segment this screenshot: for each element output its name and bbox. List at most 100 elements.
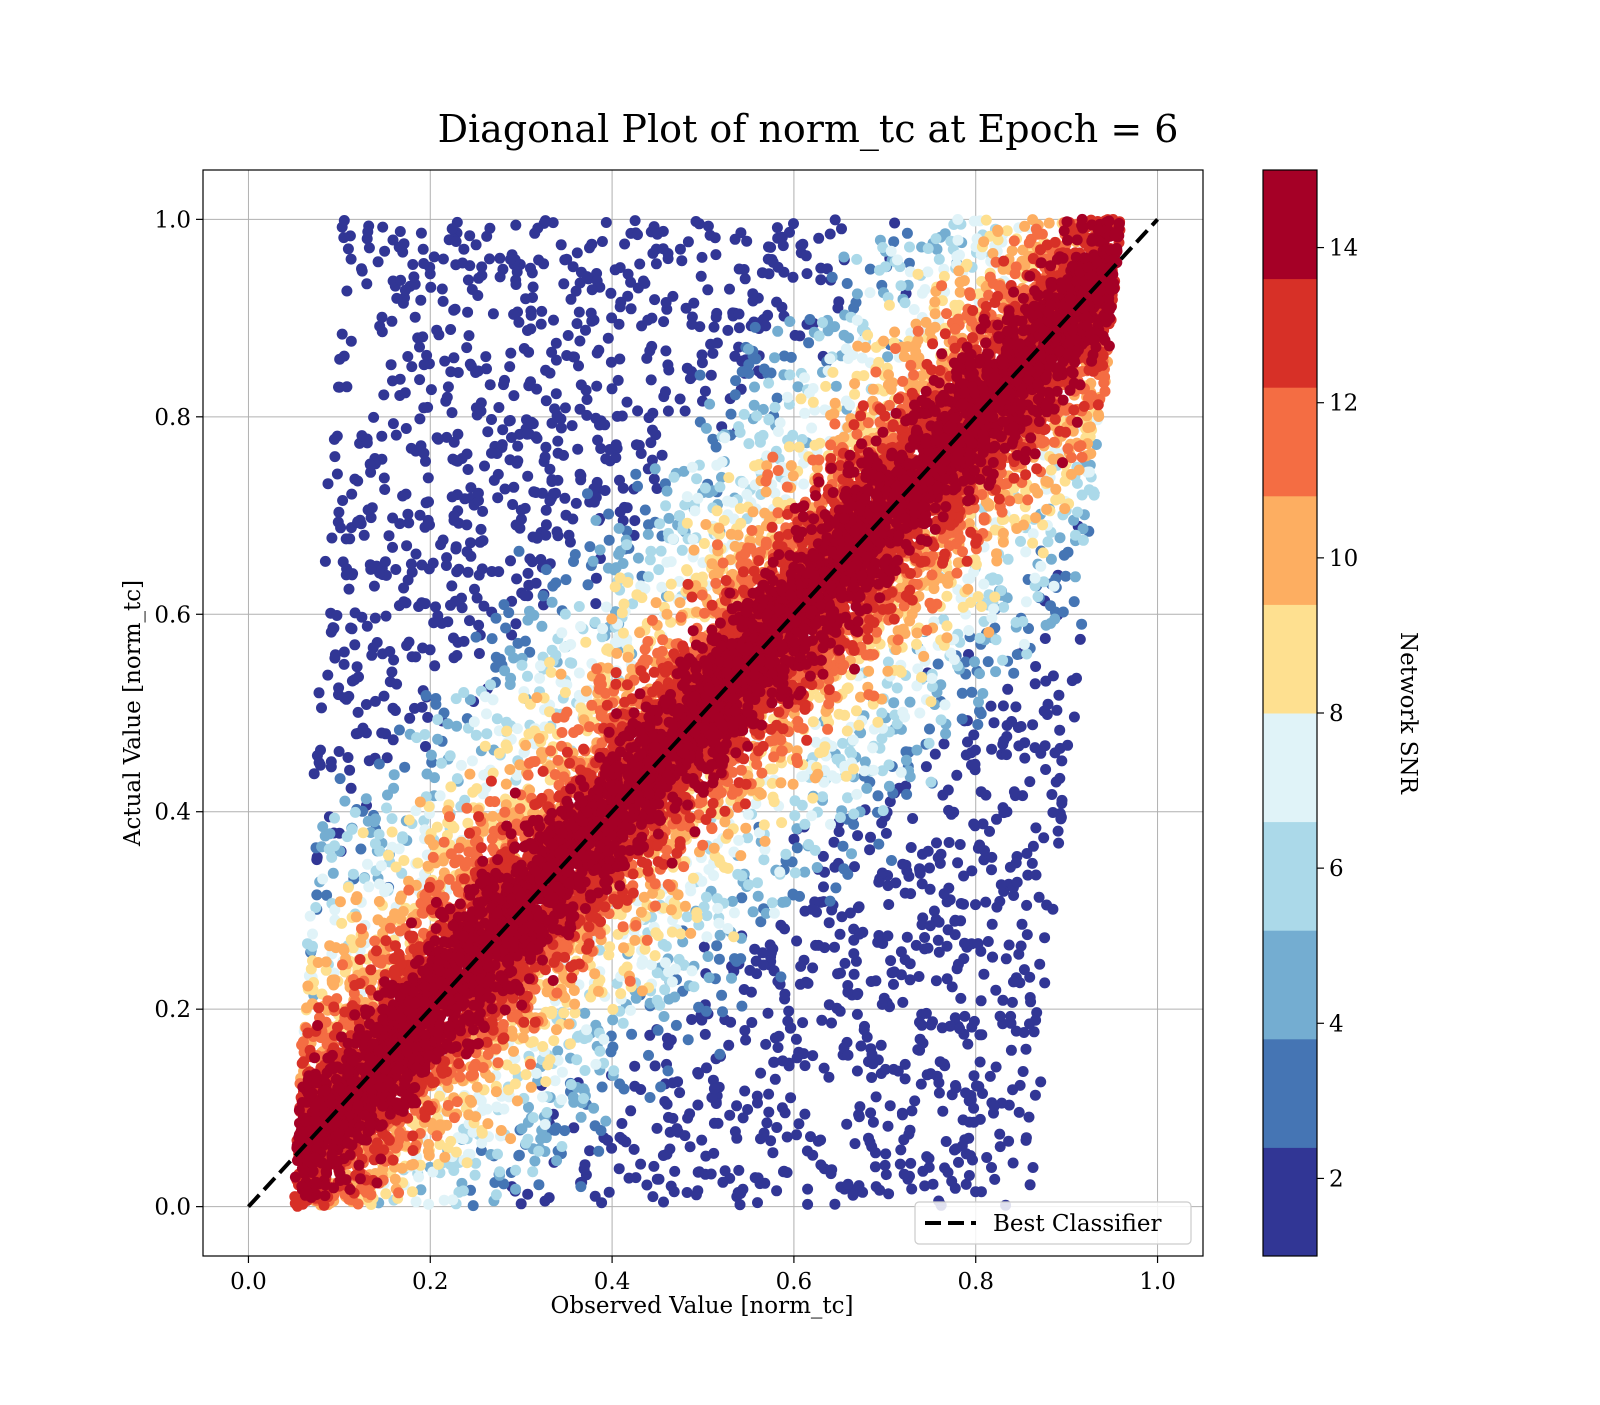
scatter-point [843,1179,854,1190]
scatter-point [835,929,846,940]
scatter-point [970,759,981,770]
scatter-point [735,503,746,514]
scatter-point [329,840,340,851]
scatter-point [528,532,539,543]
scatter-point [643,529,654,540]
scatter-point [851,789,862,800]
scatter-point [815,274,826,285]
scatter-point [345,623,356,634]
scatter-point [712,903,723,914]
scatter-point [476,524,487,535]
scatter-point [344,584,355,595]
scatter-point [796,771,807,782]
scatter-point [480,351,491,362]
scatter-point [551,1123,562,1134]
scatter-point [520,740,531,751]
scatter-point [492,713,503,724]
scatter-point [659,1011,670,1022]
scatter-point [510,1064,521,1075]
scatter-point [669,472,680,483]
scatter-point [1069,712,1080,723]
scatter-point [607,1042,618,1053]
scatter-point [525,323,536,334]
scatter-point [397,491,408,502]
scatter-point [964,1170,975,1181]
scatter-point [986,864,997,875]
scatter-point [1021,900,1032,911]
scatter-point [1008,1158,1019,1169]
scatter-point [863,689,874,700]
scatter-point [660,386,671,397]
scatter-point [389,769,400,780]
scatter-point [696,1135,707,1146]
scatter-point [735,1199,746,1210]
scatter-point [438,535,449,546]
scatter-point [939,738,950,749]
scatter-point [374,321,385,332]
scatter-point [1030,661,1041,672]
scatter-point [379,473,390,484]
scatter-point [941,1136,952,1147]
scatter-point [506,432,517,443]
scatter-point [497,264,508,275]
scatter-point [659,1096,670,1107]
scatter-point [402,351,413,362]
scatter-point [701,423,712,434]
scatter-point [886,246,897,257]
scatter-point [920,284,931,295]
scatter-point [732,869,743,880]
scatter-point [880,261,891,272]
scatter-point [522,429,533,440]
scatter-point [710,578,721,589]
scatter-point [945,1021,956,1032]
scatter-point [359,530,370,541]
scatter-point [382,790,393,801]
scatter-point [485,679,496,690]
scatter-point [1060,571,1071,582]
scatter-point [662,359,673,370]
scatter-point [450,259,461,270]
scatter-point [863,666,874,677]
scatter-point [808,383,819,394]
scatter-point [786,460,797,471]
scatter-point [683,1034,694,1045]
scatter-point [671,1020,682,1031]
scatter-point [352,476,363,487]
scatter-point [825,819,836,830]
scatter-point [618,558,629,569]
scatter-point [775,920,786,931]
scatter-point [1028,1162,1039,1173]
scatter-point [442,392,453,403]
scatter-point [505,1133,516,1144]
scatter-point [914,708,925,719]
scatter-point [865,287,876,298]
scatter-point [702,284,713,295]
scatter-point [534,733,545,744]
scatter-point [713,1118,724,1129]
scatter-point [808,716,819,727]
scatter-point [763,378,774,389]
scatter-point [994,1129,1005,1140]
scatter-point [778,1166,789,1177]
scatter-point [615,988,626,999]
scatter-point [1025,992,1036,1003]
scatter-point [574,336,585,347]
scatter-point [994,896,1005,907]
scatter-point [959,1011,970,1022]
scatter-point [302,981,313,992]
scatter-point [629,515,640,526]
scatter-point [1043,699,1054,710]
scatter-point [660,500,671,511]
scatter-point [528,1036,539,1047]
scatter-point [838,432,849,443]
scatter-point [740,823,751,834]
scatter-point [924,738,935,749]
scatter-point [1047,904,1058,915]
scatter-point [759,819,770,830]
scatter-point [1024,776,1035,787]
scatter-point [307,929,318,940]
scatter-point [767,897,778,908]
scatter-point [901,789,912,800]
scatter-point [1027,538,1038,549]
scatter-point [739,409,750,420]
